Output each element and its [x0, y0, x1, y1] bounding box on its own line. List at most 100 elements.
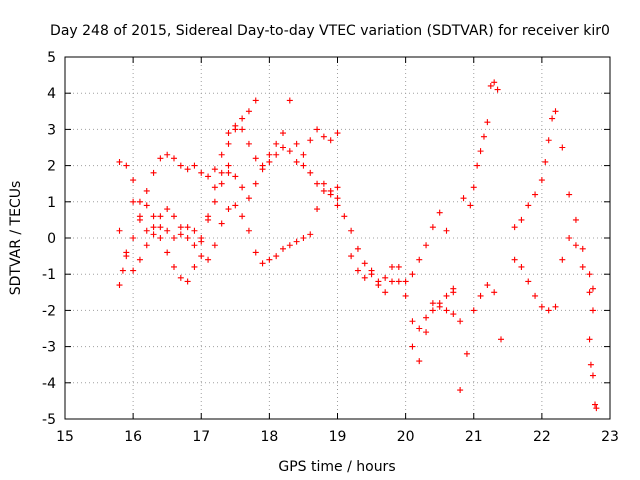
data-point: [314, 126, 321, 133]
data-point: [395, 263, 402, 270]
data-point: [218, 220, 225, 227]
data-point: [239, 115, 246, 122]
data-point: [382, 274, 389, 281]
data-point: [225, 162, 232, 169]
data-point: [429, 307, 436, 314]
data-point: [474, 162, 481, 169]
data-point: [143, 187, 150, 194]
data-point: [389, 263, 395, 270]
data-point: [314, 206, 321, 213]
data-point: [423, 242, 430, 249]
data-point: [416, 358, 423, 365]
data-point: [116, 227, 123, 234]
data-point: [184, 278, 191, 285]
data-point: [593, 405, 600, 412]
data-point: [123, 162, 130, 169]
data-point: [463, 350, 470, 357]
data-point: [300, 162, 307, 169]
data-point: [511, 224, 518, 231]
data-point: [177, 231, 184, 238]
data-point: [119, 267, 126, 274]
data-point: [157, 213, 164, 220]
data-point: [130, 235, 137, 241]
data-point: [320, 133, 327, 140]
data-point: [211, 166, 218, 173]
x-tick-label: 18: [260, 429, 278, 445]
x-tick-labels: 15 16 17 18 19 20 21 22 23: [56, 429, 619, 445]
data-point: [239, 184, 246, 191]
data-point: [293, 140, 300, 147]
data-point: [429, 224, 436, 231]
data-point: [300, 235, 307, 241]
y-tick-label: -4: [42, 376, 56, 392]
data-point: [286, 242, 293, 249]
data-point: [579, 245, 586, 252]
data-point: [334, 184, 341, 191]
y-tick-label: 3: [47, 122, 56, 138]
data-point: [450, 311, 457, 318]
data-point: [150, 224, 157, 231]
data-point: [382, 289, 389, 296]
data-point: [191, 162, 198, 169]
data-point: [218, 180, 225, 187]
axis-ticks: [64, 56, 611, 420]
data-point: [361, 260, 368, 267]
data-point: [300, 151, 307, 158]
data-point: [157, 155, 164, 162]
data-point: [361, 274, 368, 281]
data-point: [334, 195, 341, 202]
data-point: [232, 122, 239, 129]
data-point: [457, 387, 464, 394]
data-point: [205, 256, 212, 263]
y-tick-label: -1: [42, 267, 56, 283]
data-point: [280, 144, 286, 151]
data-point: [518, 263, 525, 270]
data-point: [518, 216, 525, 223]
data-point: [157, 224, 164, 231]
x-tick-label: 23: [601, 429, 619, 445]
data-point: [341, 213, 348, 220]
data-point: [566, 235, 573, 241]
x-axis-label: GPS time / hours: [278, 459, 395, 475]
data-point: [198, 169, 205, 176]
data-point: [494, 86, 501, 93]
x-tick-label: 21: [465, 429, 483, 445]
chart-title: Day 248 of 2015, Sidereal Day-to-day VTE…: [50, 23, 610, 39]
data-point: [484, 119, 491, 126]
data-point: [480, 133, 487, 140]
data-point: [307, 169, 314, 176]
y-tick-labels: 5 4 3 2 1 0 -1 -2 -3 -4 -5: [42, 50, 56, 428]
data-point: [252, 97, 259, 104]
data-point: [164, 249, 171, 256]
y-tick-label: -2: [42, 303, 56, 319]
data-point: [191, 263, 198, 270]
data-point: [164, 206, 171, 213]
data-point: [487, 82, 494, 89]
data-point: [293, 158, 300, 165]
data-point: [286, 97, 293, 104]
data-point: [307, 137, 314, 144]
data-point: [164, 151, 171, 158]
y-tick-label: 2: [47, 159, 56, 175]
x-tick-label: 17: [192, 429, 210, 445]
data-point: [423, 329, 430, 336]
data-point: [589, 307, 596, 314]
data-point: [252, 180, 259, 187]
data-point: [450, 289, 457, 296]
data-point: [525, 202, 532, 209]
data-point: [198, 253, 205, 260]
data-point: [211, 198, 218, 205]
data-point: [252, 249, 259, 256]
data-point: [218, 151, 225, 158]
data-point: [559, 144, 566, 151]
data-point: [334, 130, 341, 137]
data-point: [143, 202, 150, 209]
data-point: [252, 155, 259, 162]
data-point: [348, 227, 355, 234]
data-point: [436, 300, 443, 307]
data-point: [348, 253, 355, 260]
data-point: [532, 191, 539, 198]
data-point: [150, 213, 157, 220]
data-point: [130, 198, 137, 205]
data-point: [136, 256, 143, 263]
